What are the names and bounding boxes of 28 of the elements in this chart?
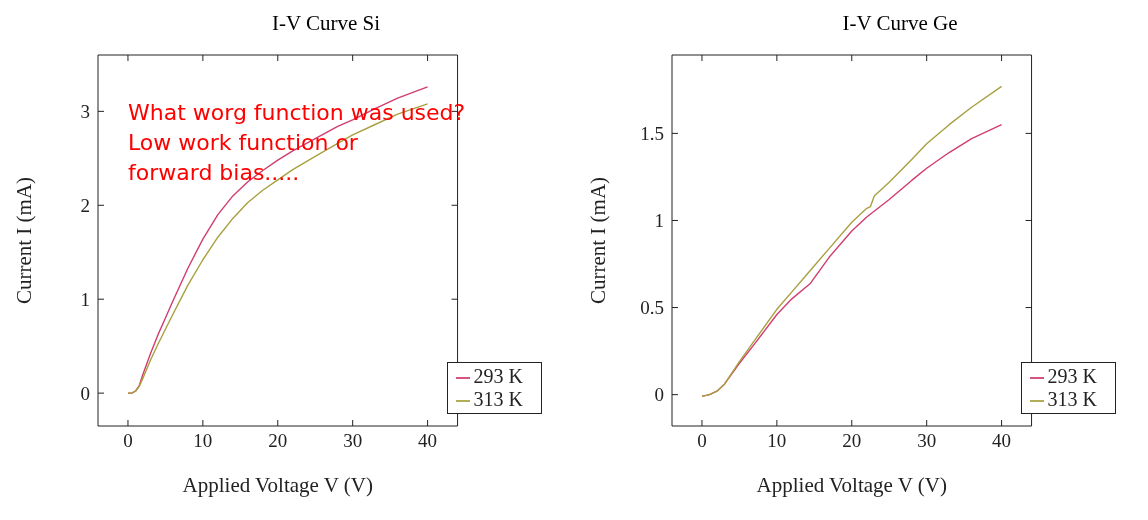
y-tick-label: 1 [654,210,664,232]
legend-label: 313 K [473,388,523,410]
x-tick-label: 40 [418,430,438,452]
y-tick-label: 1.5 [640,123,664,145]
y-tick-label: 0 [80,382,90,404]
x-tick-label: 30 [917,430,937,452]
chart-title: I-V Curve Ge [841,10,959,37]
x-tick-label: 30 [343,430,363,452]
chart-title: I-V Curve Si [270,10,382,37]
y-axis-title: Current I (mA) [12,176,37,305]
y-tick-label: 0.5 [640,297,664,319]
y-tick-label: 2 [80,195,90,217]
x-tick-label: 20 [268,430,288,452]
x-axis-title: Applied Voltage V (V) [756,473,947,497]
y-axis-title: Current I (mA) [586,176,611,305]
x-tick-label: 0 [123,430,133,452]
x-axis-title: Applied Voltage V (V) [182,473,373,497]
y-tick-label: 1 [80,288,90,310]
x-tick-label: 0 [697,430,707,452]
legend-label: 293 K [473,365,523,387]
y-tick-label: 3 [80,101,90,123]
x-tick-label: 20 [842,430,862,452]
x-tick-label: 10 [193,430,213,452]
y-tick-label: 0 [654,384,664,406]
legend-label: 293 K [1047,365,1097,387]
legend-label: 313 K [1047,388,1097,410]
x-tick-label: 40 [992,430,1012,452]
x-tick-label: 10 [767,430,787,452]
